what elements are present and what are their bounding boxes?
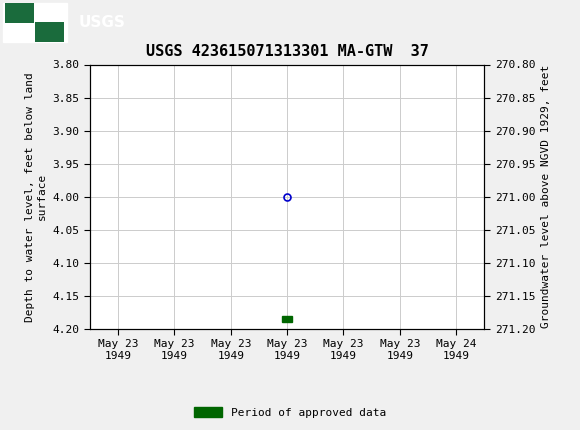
- Bar: [35, 22, 64, 42]
- Bar: [5, 3, 34, 22]
- Title: USGS 423615071313301 MA-GTW  37: USGS 423615071313301 MA-GTW 37: [146, 44, 429, 59]
- Y-axis label: Depth to water level, feet below land
surface: Depth to water level, feet below land su…: [26, 72, 47, 322]
- Legend: Period of approved data: Period of approved data: [190, 403, 390, 422]
- Y-axis label: Groundwater level above NGVD 1929, feet: Groundwater level above NGVD 1929, feet: [541, 65, 551, 329]
- Bar: [282, 316, 292, 322]
- Text: USGS: USGS: [78, 15, 125, 30]
- Bar: [3, 3, 67, 42]
